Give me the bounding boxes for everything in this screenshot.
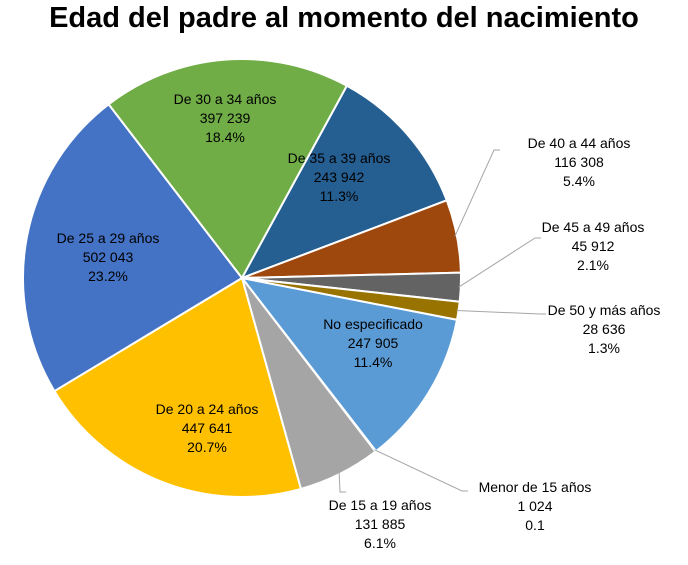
label-category-de-25-a-29-anos: De 25 a 29 años [57,230,160,246]
label-category-no-especificado: No especificado [323,316,423,332]
label-value-menor-de-15-anos: 1 024 [517,498,552,514]
label-percent-de-35-a-39-anos: 11.3% [320,188,359,204]
label-percent-de-40-a-44-anos: 5.4% [563,173,595,189]
slice-de-25-a-29-anos [22,102,244,393]
leader-line-de-50-y-mas-anos [456,310,546,315]
label-value-de-30-a-34-anos: 397 239 [200,110,251,126]
label-value-de-40-a-44-anos: 116 308 [554,154,604,170]
label-percent-de-50-y-mas-anos: 1.3% [588,340,620,356]
label-percent-de-20-a-24-anos: 20.7% [187,439,227,455]
slice-de-30-a-34-anos [107,58,349,280]
label-value-de-20-a-24-anos: 447 641 [182,420,233,436]
label-category-de-20-a-24-anos: De 20 a 24 años [156,401,259,417]
label-percent-de-15-a-19-anos: 6.1% [364,535,396,551]
label-category-de-15-a-19-anos: De 15 a 19 años [329,497,432,513]
label-percent-no-especificado: 11.4% [354,354,393,370]
label-value-de-35-a-39-anos: 243 942 [314,169,365,185]
label-value-no-especificado: 247 905 [348,335,399,351]
label-category-de-50-y-mas-anos: De 50 y más años [548,302,661,318]
label-value-de-25-a-29-anos: 502 043 [83,249,134,265]
slice-de-35-a-39-anos [239,84,449,280]
chart-title: Edad del padre al momento del nacimiento [49,2,639,34]
label-category-menor-de-15-anos: Menor de 15 años [479,479,592,495]
slice-no-especificado [239,276,459,453]
label-category-de-35-a-39-anos: De 35 a 39 años [288,150,391,166]
leader-line-de-15-a-19-anos [338,472,346,493]
leader-line-de-40-a-44-anos [454,149,500,237]
label-value-de-45-a-49-anos: 45 912 [572,238,615,254]
label-category-de-45-a-49-anos: De 45 a 49 años [542,219,645,235]
label-percent-de-25-a-29-anos: 23.2% [88,268,128,284]
leader-line-menor-de-15-anos [374,449,468,492]
label-percent-de-30-a-34-anos: 18.4% [205,129,245,145]
label-category-de-30-a-34-anos: De 30 a 34 años [174,91,277,107]
label-value-de-15-a-19-anos: 131 885 [355,516,406,532]
label-category-de-40-a-44-anos: De 40 a 44 años [528,135,631,151]
label-percent-de-45-a-49-anos: 2.1% [577,257,609,273]
label-percent-menor-de-15-anos: 0.1 [525,517,545,533]
slice-de-20-a-24-anos [53,276,303,499]
leader-line-de-45-a-49-anos [458,237,541,288]
label-value-de-50-y-mas-anos: 28 636 [583,321,626,337]
